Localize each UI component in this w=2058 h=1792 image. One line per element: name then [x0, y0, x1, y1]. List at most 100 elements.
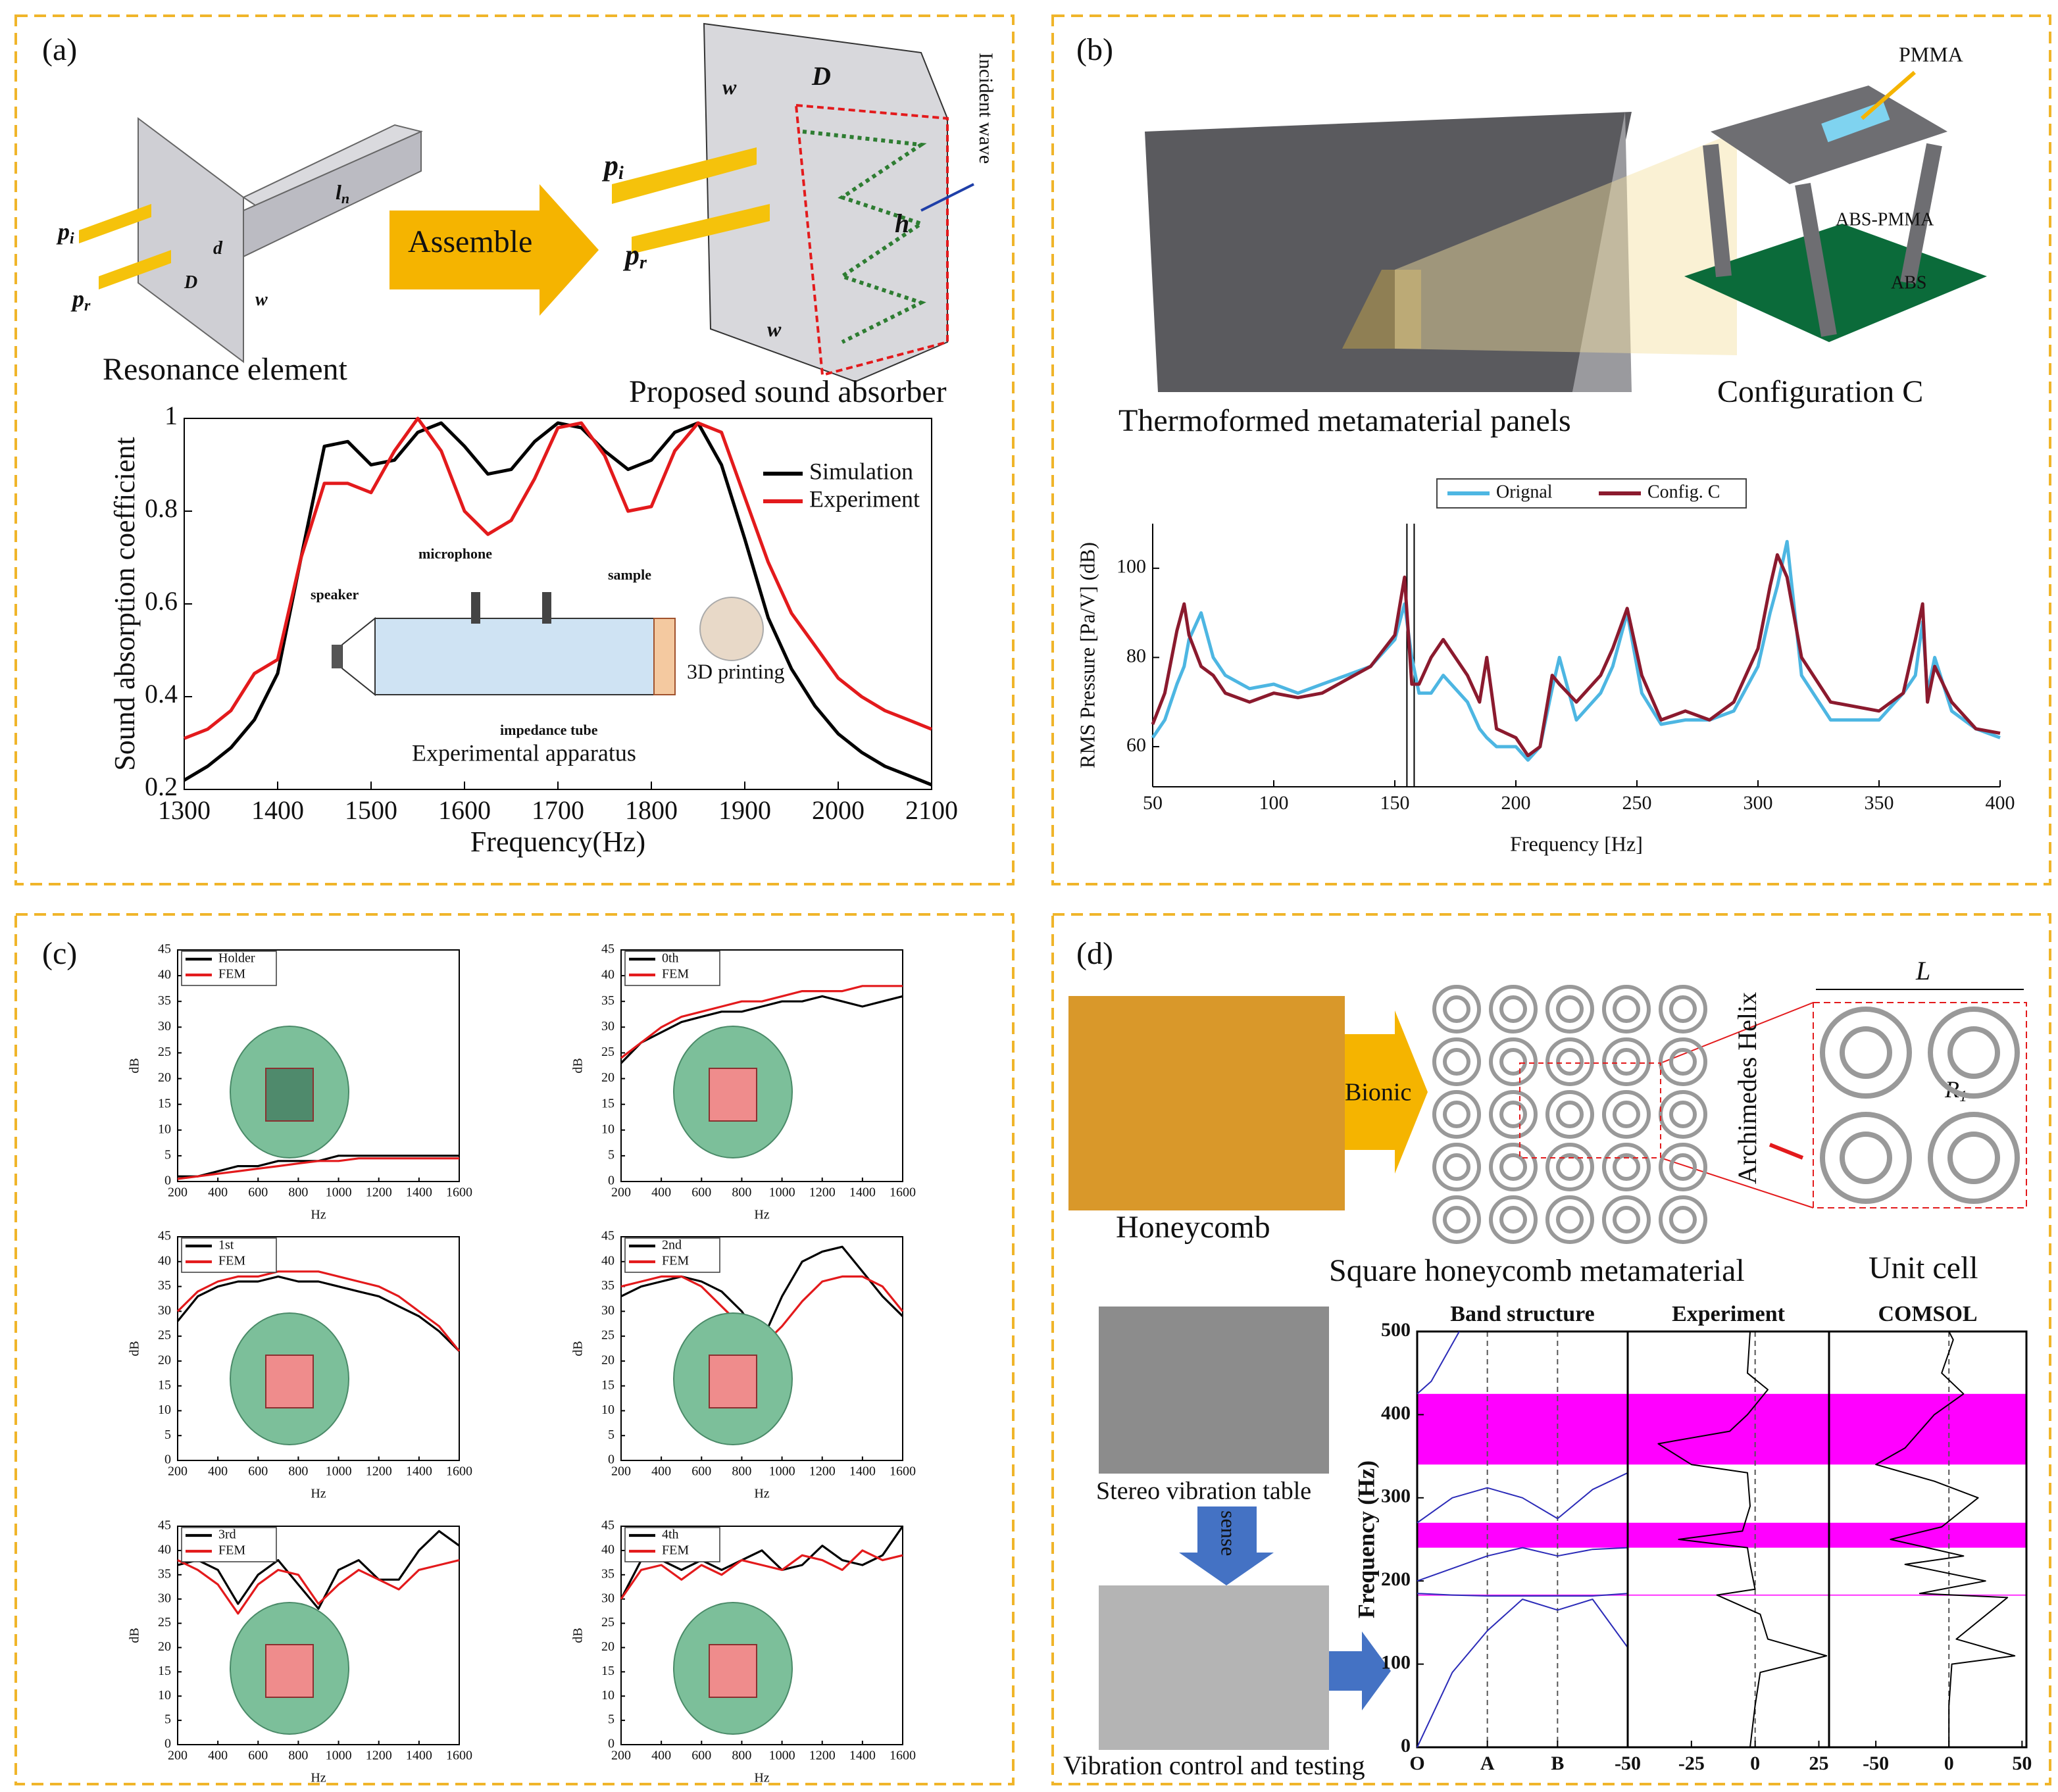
panel-frame: [14, 913, 1015, 1785]
cell-outline: [794, 103, 949, 377]
x-tick-label: 300: [1744, 792, 1773, 814]
x-tick-label: 1200: [809, 1749, 836, 1763]
legend-box: [624, 951, 720, 986]
x-axis-label: Frequency(Hz): [470, 826, 645, 858]
x-tick-label: 1200: [366, 1464, 392, 1479]
y-tick-label: 20: [158, 1070, 171, 1085]
spiral: [1499, 1206, 1527, 1233]
symbol: w: [722, 75, 737, 99]
x-tick-label: 800: [288, 1464, 308, 1479]
y-tick-label: 15: [158, 1096, 171, 1110]
wave-arrow: [920, 183, 974, 212]
spiral: [1432, 1195, 1481, 1244]
symbol: p: [601, 149, 618, 182]
spiral: [1669, 1048, 1697, 1076]
chart: -50 0 50 COMSOL: [1828, 1302, 2032, 1774]
inset-label: sample: [608, 566, 651, 583]
x-tick-label: 0: [1944, 1753, 1954, 1774]
symbol-sub: n: [341, 190, 349, 207]
chart: 0 5 10 15 20 25 30 35 40 45 200 400 600 800 1000 1200 14…: [571, 1518, 916, 1785]
y-tick-label: 80: [1126, 645, 1146, 666]
spiral: [1840, 1132, 1892, 1184]
y-tick-label: 60: [1126, 734, 1146, 756]
panel-label: (c): [42, 936, 77, 971]
assemble-arrow: [389, 184, 599, 316]
x-tick-label: 1200: [366, 1185, 392, 1200]
spiral: [1556, 1153, 1584, 1181]
series-line: [1417, 1547, 1628, 1582]
x-tick-label: 1700: [532, 795, 584, 825]
y-tick-label: 40: [158, 1542, 171, 1556]
symbol: w: [255, 289, 268, 310]
x-tick-label: 50: [2012, 1753, 2032, 1774]
y-tick-label: 35: [601, 1566, 615, 1581]
y-tick-label: 5: [164, 1428, 171, 1442]
y-tick-label: 25: [601, 1615, 615, 1630]
y-tick-label: 30: [601, 1303, 615, 1318]
arrow: [1861, 70, 1916, 120]
arrow: [632, 204, 770, 254]
x-tick-label: 1200: [809, 1464, 836, 1479]
y-tick-label: 5: [608, 1712, 615, 1727]
zoom-line: [1660, 1157, 1814, 1208]
spiral: [1613, 1101, 1640, 1128]
y-tick-label: 0: [164, 1453, 171, 1467]
symbol: pi: [56, 218, 74, 247]
x-tick-label: 200: [168, 1185, 188, 1200]
holder-core: [265, 1068, 314, 1122]
spiral: [1928, 1007, 2020, 1099]
x-tick-label: 1800: [625, 795, 678, 825]
x-axis-label: Frequency [Hz]: [1510, 832, 1643, 855]
symbol: p: [70, 286, 84, 312]
spiral: [1613, 1048, 1640, 1076]
spiral: [1840, 1026, 1892, 1079]
y-tick-label: 15: [158, 1664, 171, 1678]
y-tick-label: 40: [158, 968, 171, 982]
arrow: [612, 147, 757, 204]
x-tick-label: 200: [168, 1749, 188, 1763]
y-tick-label: 40: [601, 968, 615, 982]
spiral: [1556, 1206, 1584, 1233]
x-tick-label: 2000: [812, 795, 865, 825]
spiral: [1545, 1143, 1594, 1191]
inset-label: speaker: [311, 586, 359, 603]
tube: [374, 618, 655, 695]
x-axis-label: Hz: [311, 1208, 326, 1222]
y-tick-label: 30: [158, 1303, 171, 1318]
spiral: [1489, 1037, 1538, 1086]
x-tick-label: 1600: [446, 1749, 472, 1763]
x-tick-label: 1000: [769, 1749, 795, 1763]
y-tick-label: 35: [158, 1278, 171, 1293]
holder-core: [709, 1644, 757, 1698]
series-line: [1657, 1331, 1828, 1748]
symbol: pr: [70, 286, 91, 314]
x-tick-label: 400: [651, 1749, 671, 1763]
x-tick-label: 1600: [890, 1185, 916, 1200]
spiral: [1613, 995, 1640, 1023]
spiral: [1602, 1090, 1651, 1139]
caption: Incident wave: [975, 53, 997, 164]
y-tick-label: 10: [158, 1688, 171, 1703]
label: PMMA: [1899, 42, 1963, 66]
x-tick-label: 50: [1143, 792, 1163, 814]
y-tick-label: 0: [608, 1737, 615, 1751]
legend-box: [181, 1527, 277, 1562]
symbol: l: [336, 180, 341, 204]
x-tick-label: 800: [732, 1464, 751, 1479]
x-axis-label: Hz: [311, 1771, 326, 1785]
y-tick-label: 15: [158, 1378, 171, 1392]
zoom: [1342, 270, 1421, 349]
symbol: pr: [622, 239, 647, 273]
holder-core: [265, 1355, 314, 1408]
y-tick-label: 0: [608, 1174, 615, 1188]
x-tick-label: 1600: [890, 1464, 916, 1479]
caption: Configuration C: [1717, 374, 1923, 409]
y-tick-label: 1: [164, 401, 178, 430]
holder-core: [709, 1068, 757, 1122]
legend-box: [624, 1237, 720, 1273]
label: ABS-PMMA: [1836, 209, 1934, 230]
arrow: [99, 250, 171, 289]
symbol-sub: r: [84, 297, 91, 314]
